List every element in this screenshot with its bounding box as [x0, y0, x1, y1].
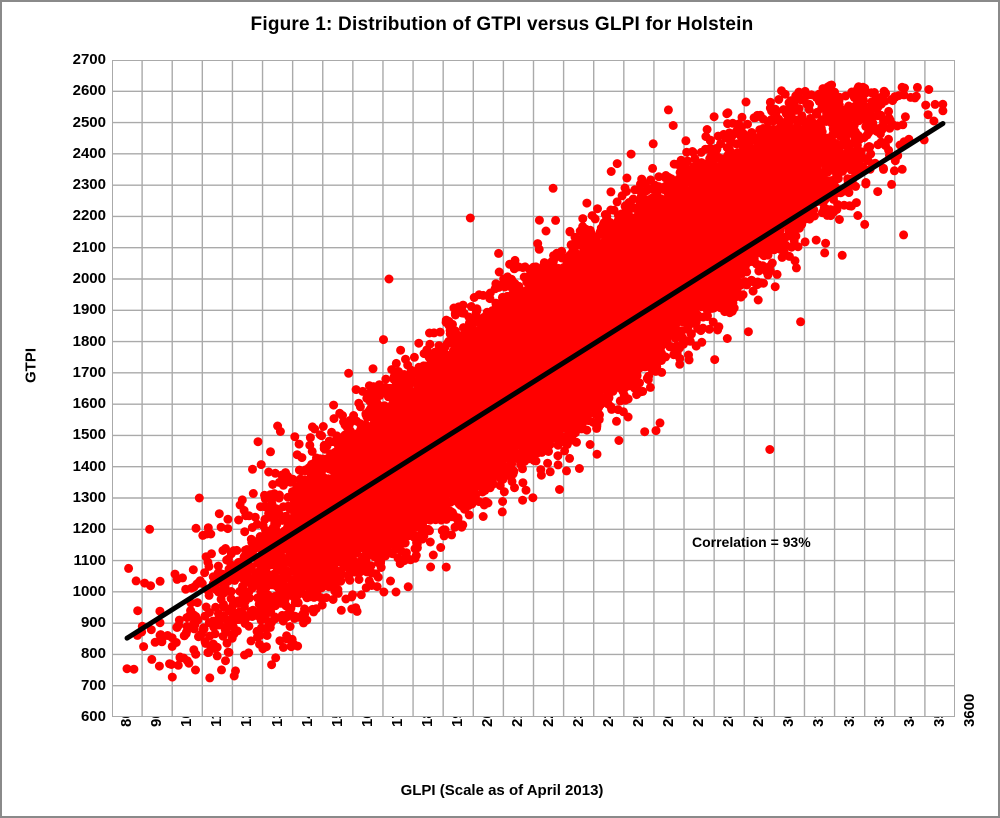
- y-tick-label: 2700: [73, 52, 106, 67]
- y-tick-label: 2400: [73, 146, 106, 161]
- x-axis-title: GLPI (Scale as of April 2013): [2, 782, 998, 799]
- y-tick-label: 2000: [73, 271, 106, 286]
- y-tick-label: 2200: [73, 208, 106, 223]
- x-tick-label: 3600: [961, 694, 978, 727]
- y-tick-label: 1800: [73, 334, 106, 349]
- scatter-plot-svg: [112, 60, 955, 717]
- y-tick-label: 1000: [73, 584, 106, 599]
- y-tick-label: 600: [81, 709, 106, 724]
- y-tick-label: 2500: [73, 115, 106, 130]
- y-tick-label: 1400: [73, 459, 106, 474]
- y-tick-label: 2300: [73, 177, 106, 192]
- y-tick-label: 1200: [73, 521, 106, 536]
- y-tick-label: 1300: [73, 490, 106, 505]
- y-tick-label: 1900: [73, 302, 106, 317]
- y-tick-label: 1500: [73, 427, 106, 442]
- y-tick-label: 800: [81, 646, 106, 661]
- y-tick-label: 1600: [73, 396, 106, 411]
- page-title: Figure 1: Distribution of GTPI versus GL…: [2, 14, 998, 36]
- y-tick-label: 900: [81, 615, 106, 630]
- y-tick-label: 2100: [73, 240, 106, 255]
- y-tick-label: 700: [81, 678, 106, 693]
- y-tick-label: 2600: [73, 83, 106, 98]
- y-axis-tick-labels: 2700 2600 2500 2400 2300 2200 2100 2000 1900 1800…: [2, 2, 106, 816]
- regression-line: [124, 121, 946, 641]
- y-tick-label: 1100: [73, 553, 106, 568]
- correlation-annotation: Correlation = 93%: [692, 534, 811, 550]
- plot-area: [112, 60, 955, 717]
- y-tick-label: 1700: [73, 365, 106, 380]
